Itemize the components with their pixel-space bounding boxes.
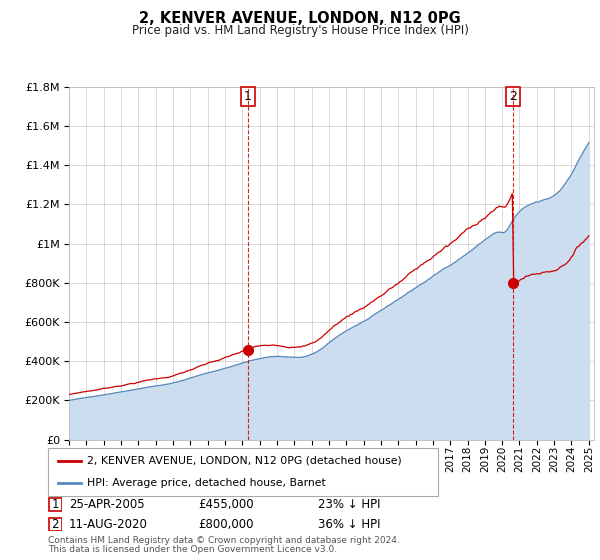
Text: This data is licensed under the Open Government Licence v3.0.: This data is licensed under the Open Gov… [48, 545, 337, 554]
Text: 2: 2 [509, 90, 517, 103]
Text: 2, KENVER AVENUE, LONDON, N12 0PG (detached house): 2, KENVER AVENUE, LONDON, N12 0PG (detac… [87, 456, 402, 466]
Text: 11-AUG-2020: 11-AUG-2020 [69, 517, 148, 531]
Text: 1: 1 [52, 498, 59, 511]
Text: 2, KENVER AVENUE, LONDON, N12 0PG: 2, KENVER AVENUE, LONDON, N12 0PG [139, 11, 461, 26]
Text: 25-APR-2005: 25-APR-2005 [69, 498, 145, 511]
Text: Contains HM Land Registry data © Crown copyright and database right 2024.: Contains HM Land Registry data © Crown c… [48, 536, 400, 545]
FancyBboxPatch shape [49, 498, 62, 511]
Text: 1: 1 [244, 90, 251, 103]
Text: £455,000: £455,000 [198, 498, 254, 511]
Text: 36% ↓ HPI: 36% ↓ HPI [318, 517, 380, 531]
Text: 23% ↓ HPI: 23% ↓ HPI [318, 498, 380, 511]
Text: Price paid vs. HM Land Registry's House Price Index (HPI): Price paid vs. HM Land Registry's House … [131, 24, 469, 36]
Text: 2: 2 [52, 517, 59, 531]
FancyBboxPatch shape [48, 448, 438, 496]
Text: HPI: Average price, detached house, Barnet: HPI: Average price, detached house, Barn… [87, 478, 326, 488]
Text: £800,000: £800,000 [198, 517, 254, 531]
FancyBboxPatch shape [49, 517, 62, 531]
